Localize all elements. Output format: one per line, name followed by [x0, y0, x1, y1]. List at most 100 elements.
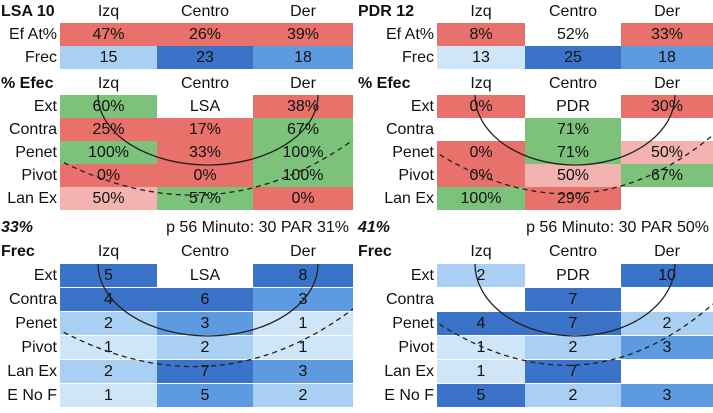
efec-row-lan-ex: Lan Ex 100% 29% [357, 187, 713, 210]
efec-cell-izq: 25% [60, 118, 157, 141]
frec-cell-der: 10 [621, 264, 713, 287]
team-title: PDR 12 [358, 2, 415, 20]
frec-row-label: Lan Ex [384, 362, 434, 380]
frec-cell-centro: PDR [525, 264, 621, 287]
frec-col-izq: Izq [470, 242, 492, 260]
frec-row: Frec 15 23 18 [0, 46, 353, 69]
frec-row-label: Contra [8, 290, 57, 308]
frec-row-contra: Contra 7 [357, 288, 713, 311]
efec-title: % Efec [1, 74, 54, 92]
frec-row-ext: Ext 5 LSA 8 [0, 264, 353, 287]
frec-row-label: Penet [392, 314, 434, 332]
efec-cell-der: 67% [621, 164, 713, 187]
frec-cell-izq: 1 [60, 384, 157, 407]
efec-cell-centro: 29% [525, 187, 621, 210]
efec-row-label: Ext [410, 97, 434, 115]
efec-cell-centro: 0% [157, 164, 253, 187]
frec-cell-der: 8 [253, 264, 353, 287]
frec-cell-izq [437, 288, 525, 311]
efec-cell-centro: 71% [525, 118, 621, 141]
efec-row-label: Pivot [398, 166, 434, 184]
frec-header-row: Frec Izq Centro Der [0, 240, 353, 263]
frec-row-label: Penet [15, 314, 57, 332]
frec-row-label: E No F [384, 386, 434, 404]
frec-header-row: Frec Izq Centro Der [357, 240, 713, 263]
frec-title: Frec [358, 242, 392, 260]
frec-cell-izq: 4 [437, 312, 525, 335]
efec-row-lan-ex: Lan Ex 50% 57% 0% [0, 187, 353, 210]
col-header-izq: Izq [97, 2, 120, 20]
efec-col-centro: Centro [548, 74, 598, 92]
frec-cell-centro: 2 [525, 384, 621, 407]
efec-title: % Efec [358, 74, 411, 92]
frec-cell-izq: 2 [437, 264, 525, 287]
efec-cell-izq: 0% [437, 141, 525, 164]
efec-row-label: Lan Ex [7, 189, 57, 207]
frec-cell-der: 1 [253, 336, 353, 359]
efec-cell-izq: 0% [437, 164, 525, 187]
efec-row-pivot: Pivot 0% 0% 100% [0, 164, 353, 187]
ef-at-centro: 52% [525, 23, 621, 46]
summary-pct: 41% [358, 218, 391, 236]
efec-row-label: Penet [392, 143, 434, 161]
efec-cell-der: 30% [621, 95, 713, 118]
frec-der: 18 [253, 46, 353, 69]
frec-centro: 23 [157, 46, 253, 69]
frec-cell-centro: LSA [157, 264, 253, 287]
efec-col-der: Der [654, 74, 680, 92]
frec-col-centro: Centro [548, 242, 598, 260]
frec-row-label: E No F [7, 386, 57, 404]
efec-header-row: % Efec Izq Centro Der [357, 72, 713, 95]
efec-cell-izq: 0% [437, 95, 525, 118]
efec-row-label: Contra [385, 120, 434, 138]
frec-row-lan-ex: Lan Ex 2 7 3 [0, 360, 353, 383]
efec-cell-izq [437, 118, 525, 141]
efec-cell-centro: 57% [157, 187, 253, 210]
frec-row-contra: Contra 4 6 3 [0, 288, 353, 311]
summary-row: 41% p 56 Minuto: 30 PAR 50% [357, 216, 713, 239]
efec-cell-izq: 50% [60, 187, 157, 210]
efec-row-ext: Ext 0% PDR 30% [357, 95, 713, 118]
frec-cell-izq: 1 [437, 336, 525, 359]
efec-row-label: Ext [33, 97, 57, 115]
efec-header-row: % Efec Izq Centro Der [0, 72, 353, 95]
efec-cell-centro: 17% [157, 118, 253, 141]
efec-row-contra: Contra 71% [357, 118, 713, 141]
efec-cell-der: 0% [253, 187, 353, 210]
col-header-der: Der [290, 2, 316, 20]
frec-row-e-no-f: E No F 5 2 3 [357, 384, 713, 407]
frec-cell-izq: 1 [60, 336, 157, 359]
col-header-der: Der [654, 2, 680, 20]
frec-cell-centro: 7 [525, 288, 621, 311]
col-header-centro: Centro [548, 2, 598, 20]
frec-cell-der: 3 [621, 384, 713, 407]
team-title: LSA 10 [1, 2, 55, 20]
efec-row-label: Contra [8, 120, 57, 138]
frec-row-label: Contra [385, 290, 434, 308]
efec-row-penet: Penet 100% 33% 100% [0, 141, 353, 164]
ef-at-der: 33% [621, 23, 713, 46]
frec-row-label: Ext [33, 266, 57, 284]
efec-row-penet: Penet 0% 71% 50% [357, 141, 713, 164]
frec-cell-centro: 2 [525, 336, 621, 359]
efec-row-pivot: Pivot 0% 50% 67% [357, 164, 713, 187]
frec-cell-centro: 2 [157, 336, 253, 359]
frec-cell-centro: 7 [525, 360, 621, 383]
efec-col-der: Der [290, 74, 316, 92]
ef-at-izq: 8% [437, 23, 525, 46]
frec-label: Frec [402, 48, 434, 66]
frec-cell-der: 2 [253, 384, 353, 407]
frec-row-label: Pivot [21, 338, 57, 356]
frec-col-der: Der [654, 242, 680, 260]
frec-cell-centro: 6 [157, 288, 253, 311]
frec-row-penet: Penet 4 7 2 [357, 312, 713, 335]
efec-cell-izq: 60% [60, 95, 157, 118]
frec-izq: 13 [437, 46, 525, 69]
frec-cell-centro: 5 [157, 384, 253, 407]
frec-row-pivot: Pivot 1 2 3 [357, 336, 713, 359]
col-header-centro: Centro [180, 2, 230, 20]
frec-label: Frec [25, 48, 57, 66]
efec-col-izq: Izq [470, 74, 492, 92]
efec-cell-der [621, 187, 713, 210]
frec-cell-der: 3 [621, 336, 713, 359]
